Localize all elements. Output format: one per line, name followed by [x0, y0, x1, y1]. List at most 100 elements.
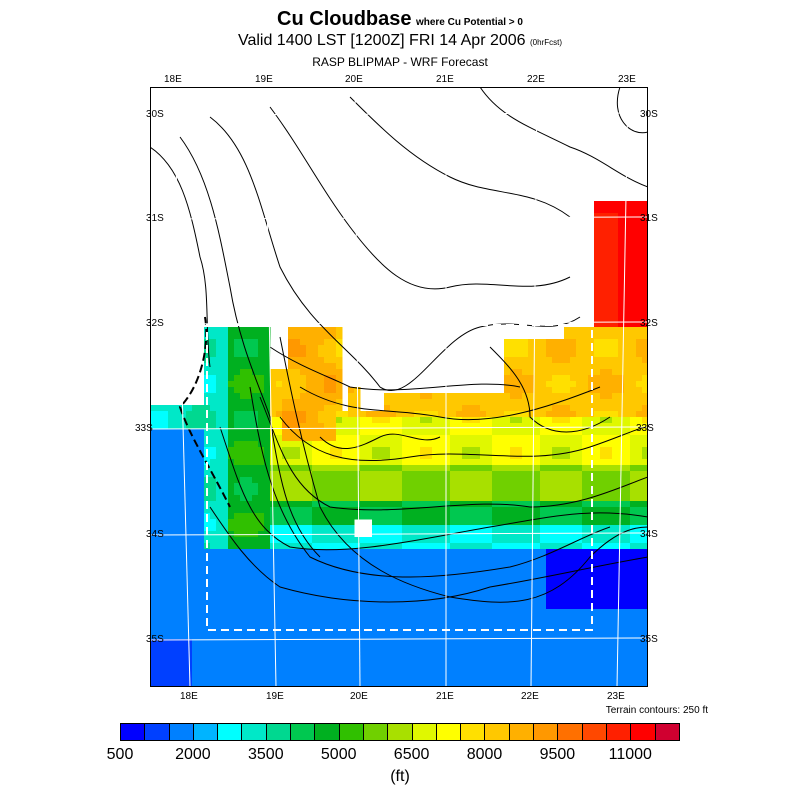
field-cell — [510, 597, 517, 604]
field-cell — [438, 453, 445, 460]
field-cell — [264, 465, 271, 472]
field-cell — [534, 537, 541, 544]
field-cell — [330, 543, 337, 550]
field-cell — [612, 639, 619, 646]
field-cell — [192, 597, 199, 604]
field-cell — [450, 417, 457, 424]
field-cell — [600, 447, 607, 454]
field-cell — [630, 483, 637, 490]
field-cell — [234, 663, 241, 670]
field-cell — [192, 477, 199, 484]
field-cell — [414, 483, 421, 490]
field-cell — [540, 495, 547, 502]
field-cell — [570, 573, 577, 580]
field-cell — [420, 447, 427, 454]
terrain-contour — [299, 386, 601, 421]
field-cell — [570, 495, 577, 502]
field-cell — [306, 597, 313, 604]
field-cell — [252, 369, 259, 376]
field-cell — [222, 537, 229, 544]
field-cell — [402, 567, 409, 574]
field-cell — [600, 663, 607, 670]
field-cell — [210, 567, 217, 574]
field-cell — [330, 489, 337, 496]
field-cell — [564, 651, 571, 658]
field-cell — [318, 657, 325, 664]
field-cell — [456, 585, 463, 592]
field-cell — [588, 681, 595, 687]
field-cell — [588, 507, 595, 514]
field-cell — [246, 495, 253, 502]
field-cell — [540, 663, 547, 670]
field-cell — [432, 513, 439, 520]
field-cell — [174, 621, 181, 628]
field-cell — [582, 435, 589, 442]
field-cell — [486, 411, 493, 418]
field-cell — [408, 615, 415, 622]
field-cell — [582, 465, 589, 472]
field-cell — [270, 411, 277, 418]
field-cell — [264, 579, 271, 586]
field-cell — [360, 423, 367, 430]
field-cell — [396, 507, 403, 514]
field-cell — [294, 549, 301, 556]
field-cell — [540, 573, 547, 580]
field-cell — [636, 411, 643, 418]
field-cell — [516, 597, 523, 604]
field-cell — [270, 657, 277, 664]
field-cell — [282, 645, 289, 652]
field-cell — [366, 501, 373, 508]
field-cell — [642, 219, 648, 226]
field-cell — [228, 657, 235, 664]
field-cell — [396, 477, 403, 484]
field-cell — [504, 621, 511, 628]
field-cell — [312, 381, 319, 388]
field-cell — [288, 411, 295, 418]
field-cell — [264, 471, 271, 478]
field-cell — [600, 201, 607, 208]
field-cell — [408, 525, 415, 532]
field-cell — [384, 579, 391, 586]
field-cell — [516, 555, 523, 562]
field-cell — [642, 213, 648, 220]
field-cell — [228, 453, 235, 460]
field-cell — [306, 615, 313, 622]
field-cell — [516, 645, 523, 652]
field-cell — [234, 555, 241, 562]
field-cell — [432, 441, 439, 448]
field-cell — [546, 651, 553, 658]
field-cell — [576, 345, 583, 352]
field-cell — [474, 561, 481, 568]
field-cell — [462, 669, 469, 676]
field-cell — [318, 333, 325, 340]
field-cell — [192, 549, 199, 556]
field-cell — [420, 423, 427, 430]
field-cell — [522, 357, 529, 364]
field-cell — [420, 483, 427, 490]
field-cell — [582, 603, 589, 610]
field-cell — [300, 363, 307, 370]
field-cell — [534, 639, 541, 646]
field-cell — [174, 513, 181, 520]
field-cell — [384, 393, 391, 400]
field-cell — [450, 585, 457, 592]
field-cell — [480, 531, 487, 538]
field-cell — [402, 417, 409, 424]
field-cell — [600, 417, 607, 424]
field-cell — [204, 561, 211, 568]
field-cell — [468, 441, 475, 448]
field-cell — [546, 621, 553, 628]
field-cell — [282, 501, 289, 508]
field-cell — [216, 537, 223, 544]
field-cell — [576, 453, 583, 460]
field-cell — [156, 663, 163, 670]
field-cell — [324, 543, 331, 550]
field-cell — [516, 381, 523, 388]
field-cell — [462, 561, 469, 568]
field-cell — [258, 477, 265, 484]
field-cell — [204, 483, 211, 490]
field-cell — [306, 405, 313, 412]
field-cell — [252, 555, 259, 562]
field-cell — [624, 543, 631, 550]
field-cell — [192, 411, 199, 418]
